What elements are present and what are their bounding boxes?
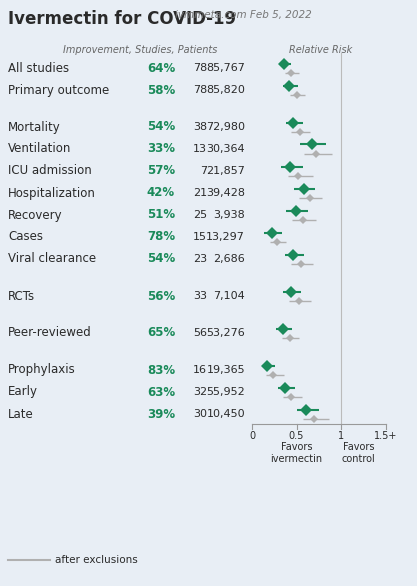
Text: 39,428: 39,428 xyxy=(206,188,245,198)
Text: ivmmeta.com Feb 5, 2022: ivmmeta.com Feb 5, 2022 xyxy=(175,10,312,20)
Text: Ivermectin for COVID-19: Ivermectin for COVID-19 xyxy=(8,10,236,28)
Text: All studies: All studies xyxy=(8,62,69,74)
Text: 21: 21 xyxy=(193,188,207,198)
Text: 13: 13 xyxy=(193,144,207,154)
Text: 57%: 57% xyxy=(147,165,175,178)
Text: 0.5: 0.5 xyxy=(289,431,304,441)
Text: 33: 33 xyxy=(193,291,207,301)
Text: 42%: 42% xyxy=(147,186,175,199)
Text: 54%: 54% xyxy=(147,253,175,265)
Text: Recovery: Recovery xyxy=(8,209,63,222)
Text: ICU admission: ICU admission xyxy=(8,165,92,178)
Text: 7: 7 xyxy=(200,166,207,176)
Text: 56%: 56% xyxy=(147,289,175,302)
Text: 15: 15 xyxy=(193,232,207,242)
Text: 21,857: 21,857 xyxy=(206,166,245,176)
Text: 78: 78 xyxy=(193,63,207,73)
Text: Primary outcome: Primary outcome xyxy=(8,83,109,97)
Text: Favors
ivermectin: Favors ivermectin xyxy=(271,442,323,464)
Text: Late: Late xyxy=(8,407,34,421)
Text: 30: 30 xyxy=(193,409,207,419)
Text: 53,276: 53,276 xyxy=(206,328,245,338)
Text: Favors
control: Favors control xyxy=(342,442,376,464)
Text: 25: 25 xyxy=(193,210,207,220)
Text: 32: 32 xyxy=(193,387,207,397)
Text: 55,952: 55,952 xyxy=(206,387,245,397)
Text: 58%: 58% xyxy=(147,83,175,97)
Text: 64%: 64% xyxy=(147,62,175,74)
Text: 56: 56 xyxy=(193,328,207,338)
Text: 51%: 51% xyxy=(147,209,175,222)
Text: 2,686: 2,686 xyxy=(213,254,245,264)
Text: 13,297: 13,297 xyxy=(206,232,245,242)
Text: Cases: Cases xyxy=(8,230,43,244)
Text: 0: 0 xyxy=(249,431,255,441)
Text: 78%: 78% xyxy=(147,230,175,244)
Text: after exclusions: after exclusions xyxy=(55,555,138,565)
Text: 10,450: 10,450 xyxy=(206,409,245,419)
Text: Prophylaxis: Prophylaxis xyxy=(8,363,76,376)
Text: Mortality: Mortality xyxy=(8,121,61,134)
Text: 65%: 65% xyxy=(147,326,175,339)
Text: 85,820: 85,820 xyxy=(206,85,245,95)
Text: Improvement, Studies, Patients: Improvement, Studies, Patients xyxy=(63,45,217,55)
Text: 72,980: 72,980 xyxy=(206,122,245,132)
Text: 39%: 39% xyxy=(147,407,175,421)
Text: Ventilation: Ventilation xyxy=(8,142,71,155)
Text: 1: 1 xyxy=(338,431,344,441)
Text: Early: Early xyxy=(8,386,38,398)
Text: 63%: 63% xyxy=(147,386,175,398)
Text: 1.5+: 1.5+ xyxy=(374,431,397,441)
Text: 33%: 33% xyxy=(147,142,175,155)
Text: 3,938: 3,938 xyxy=(213,210,245,220)
Text: 54%: 54% xyxy=(147,121,175,134)
Text: 30,364: 30,364 xyxy=(206,144,245,154)
Text: Hospitalization: Hospitalization xyxy=(8,186,96,199)
Text: 7,104: 7,104 xyxy=(213,291,245,301)
Text: 19,365: 19,365 xyxy=(206,365,245,375)
Text: Relative Risk: Relative Risk xyxy=(289,45,353,55)
Text: 16: 16 xyxy=(193,365,207,375)
Text: 85,767: 85,767 xyxy=(206,63,245,73)
Text: 83%: 83% xyxy=(147,363,175,376)
Text: Peer-reviewed: Peer-reviewed xyxy=(8,326,92,339)
Text: RCTs: RCTs xyxy=(8,289,35,302)
Text: 38: 38 xyxy=(193,122,207,132)
Text: Viral clearance: Viral clearance xyxy=(8,253,96,265)
Text: 23: 23 xyxy=(193,254,207,264)
Text: 78: 78 xyxy=(193,85,207,95)
